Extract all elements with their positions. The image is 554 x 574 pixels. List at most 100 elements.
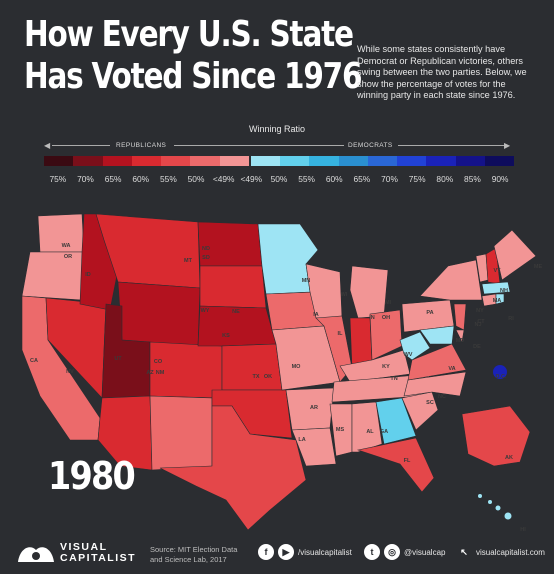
twitter-handle: @visualcap: [404, 547, 446, 557]
state-label: IL: [338, 331, 344, 337]
legend-tick: 70%: [77, 174, 94, 184]
state-label: NH: [500, 288, 508, 294]
source-line-1: Source: MIT Election Data: [150, 545, 238, 554]
state-label: NY: [476, 308, 484, 314]
legend-swatch: [248, 156, 280, 166]
brand-line-2: CAPITALIST: [60, 552, 137, 564]
state-label: MI: [385, 300, 392, 306]
legend-tick: 75%: [49, 174, 67, 184]
state-label: AL: [366, 429, 374, 435]
arrow-left-icon: ◀: [44, 141, 51, 150]
legend-swatches: [44, 156, 514, 166]
legend-swatch: [338, 156, 368, 166]
legend-tick: <49%: [212, 174, 235, 184]
title-line-1: How Every U.S. State: [24, 14, 354, 55]
legend-tick: 55%: [298, 174, 315, 184]
state-fl: [356, 437, 435, 493]
state-ma: [481, 281, 511, 295]
brand: VISUAL CAPITALIST: [60, 542, 136, 564]
state-label: OK: [264, 374, 272, 380]
source-line-2: and Science Lab, 2017: [150, 555, 227, 564]
legend-tick: 60%: [325, 174, 343, 184]
source-text: Source: MIT Election Data and Science La…: [150, 545, 250, 565]
twitter-link[interactable]: t ◎ @visualcap: [364, 544, 445, 560]
legend-line: [52, 145, 110, 146]
state-label: KS: [222, 333, 230, 339]
state-label: VT: [493, 268, 501, 274]
state-ks: [221, 343, 283, 391]
state-label: HI: [520, 527, 526, 533]
legend-tick: <49%: [240, 174, 263, 184]
state-wy: [117, 281, 201, 347]
state-label: PA: [426, 310, 433, 316]
state-label: AK: [505, 455, 513, 461]
legend-party-row: ◀ REPUBLICANS DEMOCRATS ▶: [44, 138, 512, 154]
state-label: UT: [114, 356, 122, 362]
state-label: CO: [154, 359, 163, 365]
state-label: RI: [508, 316, 514, 322]
state-label: SD: [202, 255, 210, 261]
state-label: ND: [202, 246, 210, 252]
legend-swatch: [190, 156, 220, 166]
state-tx: [159, 405, 307, 531]
legend-swatch: [44, 156, 74, 166]
state-label: MN: [302, 278, 311, 284]
state-label: WA: [62, 243, 71, 249]
state-label: FL: [404, 458, 411, 464]
state-label: KY: [382, 364, 390, 370]
state-label: MT: [184, 258, 193, 264]
state-wv: [399, 331, 431, 361]
legend-tick: 70%: [381, 174, 398, 184]
state-label: AR: [310, 405, 318, 411]
state-nm: [149, 395, 213, 471]
state-label: DE: [473, 344, 481, 350]
state-ny: [419, 259, 483, 301]
state-md: [419, 325, 455, 345]
state-label: ID: [85, 272, 91, 278]
arrow-right-icon: ▶: [504, 141, 511, 150]
legend-swatch: [484, 156, 514, 166]
facebook-link[interactable]: f ▶ /visualcapitalist: [258, 544, 352, 560]
youtube-icon: ▶: [278, 544, 294, 560]
state-label: NV: [66, 369, 74, 375]
title-line-2: Has Voted Since 1976: [24, 56, 363, 97]
brand-line-1: VISUAL: [60, 541, 108, 553]
legend-tick: 60%: [132, 174, 150, 184]
facebook-handle: /visualcapitalist: [298, 547, 352, 557]
legend-swatch: [102, 156, 132, 166]
legend-tick: 65%: [353, 174, 371, 184]
visual-capitalist-logo-icon: [18, 547, 54, 562]
legend-swatch: [219, 156, 249, 166]
legend-swatch: [426, 156, 456, 166]
legend-line: [174, 145, 344, 146]
state-ga: [375, 397, 417, 445]
state-sd: [199, 265, 267, 309]
legend-tick: 75%: [408, 174, 426, 184]
state-va: [407, 343, 467, 381]
legend-swatch: [280, 156, 310, 166]
website-link[interactable]: ↖ visualcapitalist.com: [456, 544, 545, 560]
state-dc: [493, 365, 507, 379]
state-label: VA: [448, 366, 455, 372]
state-mi: [349, 265, 389, 319]
state-label: MS: [336, 427, 345, 433]
legend-tick: 50%: [187, 174, 205, 184]
legend-ticks: 75% 70% 65% 60% 55% 50% <49% <49% 50% 55% 60% 65% 70…: [44, 174, 514, 184]
legend-republicans: REPUBLICANS: [116, 142, 167, 149]
state-label: MO: [292, 364, 302, 370]
state-label: NE: [232, 309, 240, 315]
legend-swatch: [455, 156, 485, 166]
state-label: IN: [369, 315, 375, 321]
state-nj: [453, 303, 467, 331]
state-label: CT: [477, 319, 485, 325]
twitter-icon: t: [364, 544, 380, 560]
legend-title: Winning Ratio: [248, 124, 306, 134]
state-label: NM: [156, 370, 165, 376]
legend-tick: 85%: [464, 174, 481, 184]
legend-swatch: [397, 156, 427, 166]
state-label: IA: [313, 312, 319, 318]
state-ak: [461, 405, 531, 467]
state-ri: [495, 293, 505, 305]
state-label: NC: [438, 394, 446, 400]
legend-tick: 90%: [491, 174, 509, 184]
